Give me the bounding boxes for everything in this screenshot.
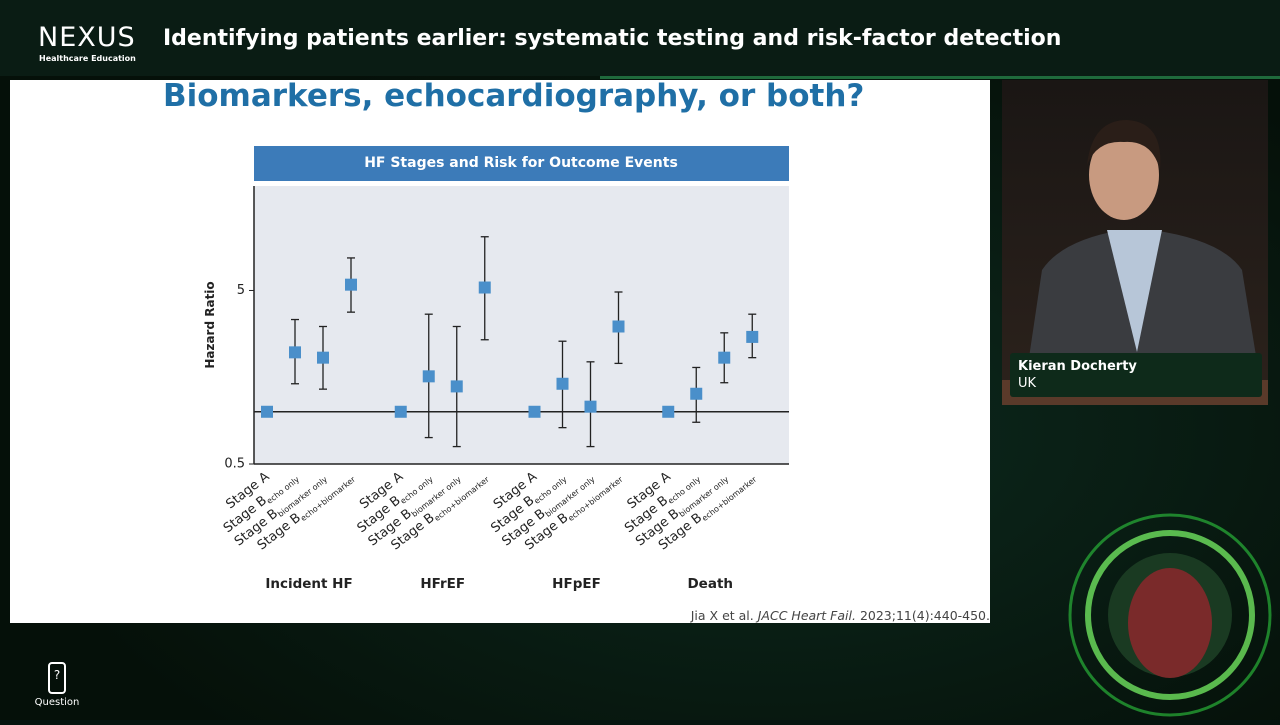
header-title: Identifying patients earlier: systematic… xyxy=(163,26,1062,51)
question-icon: ? xyxy=(48,662,66,694)
point xyxy=(612,320,625,333)
plot-area xyxy=(254,186,789,464)
group-label: HFrEF xyxy=(420,576,465,592)
y-axis-label: Hazard Ratio xyxy=(203,281,217,368)
group-label: HFpEF xyxy=(552,576,601,592)
citation-journal: JACC Heart Fail. xyxy=(755,608,856,623)
citation-details: 2023;11(4):440-450. xyxy=(860,608,990,623)
point xyxy=(690,387,703,400)
point xyxy=(289,346,301,359)
heart-graphic xyxy=(1068,513,1272,717)
point xyxy=(450,380,463,393)
point xyxy=(746,330,759,343)
point xyxy=(261,405,273,418)
point xyxy=(394,405,407,418)
question-label: Question xyxy=(34,697,80,708)
question-button[interactable]: ? Question xyxy=(30,662,84,712)
group-label: Incident HF xyxy=(265,576,352,592)
citation: Jia X et al. JACC Heart Fail. 2023;11(4)… xyxy=(690,608,990,623)
speaker-country: UK xyxy=(1018,376,1037,391)
chart-title: HF Stages and Risk for Outcome Events xyxy=(364,155,678,171)
point xyxy=(718,351,731,364)
point xyxy=(556,377,569,390)
point xyxy=(422,370,435,383)
speaker-name: Kieran Docherty xyxy=(1018,359,1137,374)
header xyxy=(0,0,1280,76)
group-label: Death xyxy=(687,576,733,592)
point xyxy=(345,278,357,291)
point xyxy=(317,351,329,364)
logo: NEXUS xyxy=(38,22,136,53)
point xyxy=(528,405,541,418)
svg-text:?: ? xyxy=(54,668,60,682)
header-accent xyxy=(600,76,1280,79)
logo-tagline: Healthcare Education xyxy=(39,54,136,63)
slide-title: Biomarkers, echocardiography, or both? xyxy=(163,78,864,114)
point xyxy=(584,400,597,413)
speaker-banner xyxy=(1010,353,1262,397)
citation-authors: Jia X et al. xyxy=(690,608,754,623)
slide-chart: Biomarkers, echocardiography, or both? H… xyxy=(163,78,990,623)
y-tick-label: 0.5 xyxy=(224,457,245,472)
point xyxy=(662,405,675,418)
chart-title-banner xyxy=(254,146,789,181)
point xyxy=(478,281,491,294)
y-tick-label: 5 xyxy=(237,283,245,298)
